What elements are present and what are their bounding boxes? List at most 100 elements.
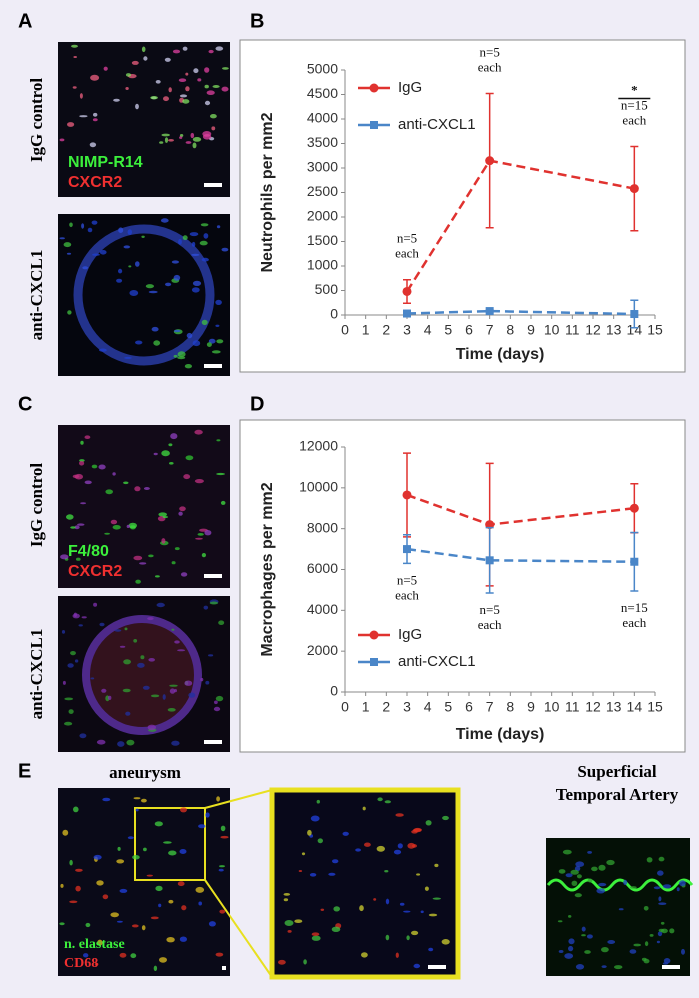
y-tick-label: 1000 xyxy=(307,257,338,273)
cell xyxy=(158,903,162,908)
cell xyxy=(557,920,563,923)
cell xyxy=(328,872,336,876)
cell xyxy=(206,90,215,95)
cell xyxy=(211,126,216,131)
x-tick-label: 15 xyxy=(647,699,663,715)
cell xyxy=(59,922,65,926)
x-tick-label: 13 xyxy=(606,322,622,338)
cell xyxy=(92,253,100,256)
cell xyxy=(132,855,140,860)
cell xyxy=(676,887,680,892)
cell xyxy=(117,846,121,851)
cell xyxy=(125,87,129,90)
cell xyxy=(412,828,422,833)
cell xyxy=(186,332,193,339)
cell xyxy=(73,56,77,58)
cell xyxy=(633,943,642,947)
cell xyxy=(283,898,289,902)
cell xyxy=(148,658,155,662)
cell xyxy=(69,900,78,904)
cell xyxy=(117,741,125,747)
cell xyxy=(332,859,339,864)
cell xyxy=(69,222,73,228)
cell xyxy=(141,235,145,238)
annotation: n=5 xyxy=(479,45,499,60)
cell xyxy=(153,340,161,346)
cell xyxy=(131,924,139,928)
cell xyxy=(133,639,138,643)
cell xyxy=(428,913,438,917)
cell xyxy=(93,854,102,860)
cell xyxy=(168,850,177,856)
cell xyxy=(199,240,208,246)
cell xyxy=(123,659,131,665)
cell xyxy=(78,624,83,627)
cell xyxy=(220,825,226,832)
point xyxy=(403,545,411,554)
cell xyxy=(126,739,135,746)
cell xyxy=(113,98,120,102)
cell xyxy=(564,953,574,959)
panel-label: D xyxy=(250,393,264,415)
y-tick-label: 0 xyxy=(330,683,338,699)
cell xyxy=(140,655,145,660)
cell xyxy=(587,851,592,854)
cell xyxy=(395,813,404,817)
cell xyxy=(135,808,139,812)
cell xyxy=(180,572,188,577)
point xyxy=(485,556,494,565)
cell xyxy=(442,815,449,821)
cell xyxy=(168,139,174,142)
cell xyxy=(94,962,99,966)
cell xyxy=(193,68,199,74)
cell xyxy=(172,49,181,54)
panel-label: C xyxy=(18,393,32,415)
x-tick-label: 13 xyxy=(606,699,622,715)
cell xyxy=(192,137,202,142)
x-tick-label: 15 xyxy=(647,322,663,338)
cell xyxy=(93,112,98,117)
x-tick-label: 11 xyxy=(565,699,580,715)
cell xyxy=(103,66,108,71)
cell xyxy=(96,739,106,745)
x-tick-label: 6 xyxy=(465,322,473,338)
elastic-lamina xyxy=(546,878,694,892)
cell xyxy=(62,829,69,836)
cell xyxy=(79,733,87,739)
cell xyxy=(644,941,649,947)
cell xyxy=(76,557,81,561)
y-axis-title: Neutrophils per mm2 xyxy=(259,112,276,272)
cell xyxy=(141,798,147,803)
cell xyxy=(216,225,221,229)
cell xyxy=(87,227,93,233)
cell xyxy=(216,796,221,802)
cell xyxy=(192,340,201,347)
cell xyxy=(206,342,212,347)
cell xyxy=(148,290,158,294)
cell xyxy=(150,916,159,920)
cell xyxy=(662,884,672,889)
side-label: anti-CXCL1 xyxy=(27,250,46,341)
stain-label: CXCR2 xyxy=(68,174,122,191)
cell xyxy=(162,516,169,518)
point xyxy=(485,156,495,166)
cell xyxy=(158,512,167,517)
point xyxy=(485,520,495,530)
cell xyxy=(63,242,72,248)
x-tick-label: 5 xyxy=(444,322,452,338)
cell xyxy=(194,479,204,484)
cell xyxy=(284,920,294,926)
cell xyxy=(124,356,132,359)
cell xyxy=(129,290,139,296)
chart-frame xyxy=(239,39,686,373)
x-tick-label: 10 xyxy=(544,699,560,715)
cell xyxy=(649,934,654,937)
cell xyxy=(171,628,175,631)
cell xyxy=(150,694,160,698)
cell xyxy=(562,849,572,855)
image-title: aneurysm xyxy=(109,763,181,782)
cell xyxy=(179,936,187,942)
cell xyxy=(310,815,320,822)
cell xyxy=(209,601,219,605)
cell xyxy=(59,138,65,142)
